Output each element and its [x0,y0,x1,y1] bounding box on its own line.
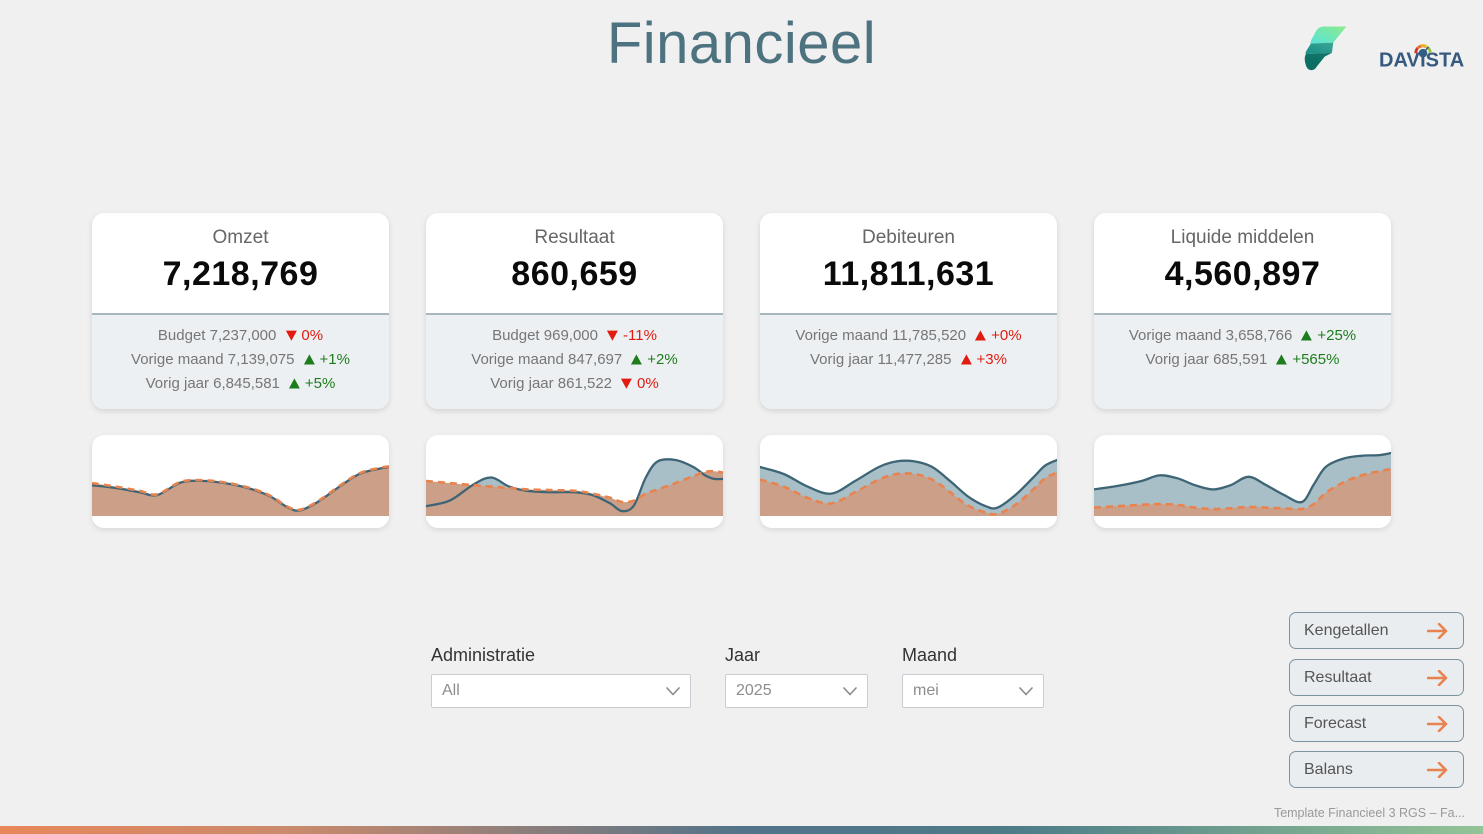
svg-text:DAV: DAV [1379,49,1420,71]
